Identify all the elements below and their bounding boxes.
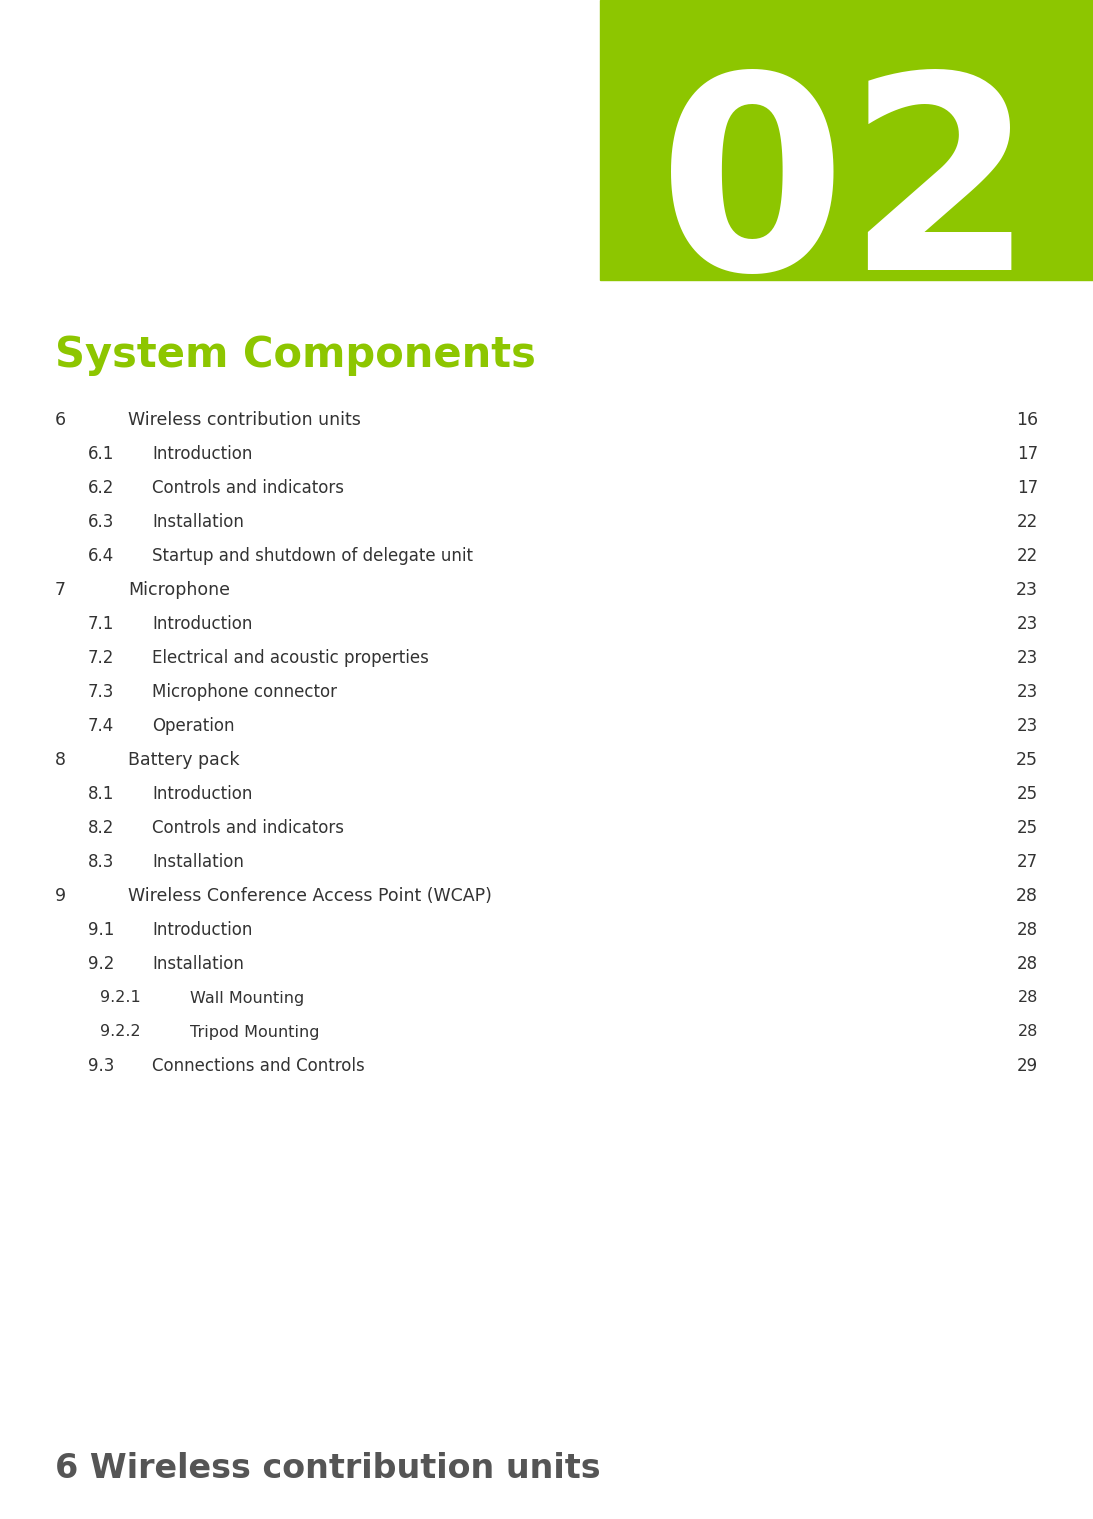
Text: 28: 28	[1018, 1024, 1038, 1039]
Text: Wireless Conference Access Point (WCAP): Wireless Conference Access Point (WCAP)	[128, 887, 492, 905]
Text: 7.4: 7.4	[89, 717, 115, 735]
Text: Installation: Installation	[152, 513, 244, 532]
Text: Introduction: Introduction	[152, 921, 252, 939]
Text: Introduction: Introduction	[152, 615, 252, 633]
Text: Installation: Installation	[152, 955, 244, 974]
Text: 02: 02	[658, 64, 1035, 327]
Text: 23: 23	[1016, 615, 1038, 633]
Text: 9.1: 9.1	[89, 921, 115, 939]
Text: 8: 8	[55, 750, 66, 769]
Text: 9.3: 9.3	[89, 1057, 115, 1075]
Text: 28: 28	[1018, 990, 1038, 1006]
Text: 22: 22	[1016, 513, 1038, 532]
Text: 25: 25	[1016, 819, 1038, 837]
Text: System Components: System Components	[55, 334, 536, 377]
Text: Tripod Mounting: Tripod Mounting	[190, 1024, 319, 1039]
Text: 27: 27	[1016, 854, 1038, 870]
Text: 23: 23	[1016, 580, 1038, 598]
Text: Startup and shutdown of delegate unit: Startup and shutdown of delegate unit	[152, 547, 473, 565]
Text: Electrical and acoustic properties: Electrical and acoustic properties	[152, 649, 428, 667]
Text: Wireless contribution units: Wireless contribution units	[128, 412, 361, 428]
Text: Connections and Controls: Connections and Controls	[152, 1057, 365, 1075]
Text: 23: 23	[1016, 649, 1038, 667]
Text: Controls and indicators: Controls and indicators	[152, 478, 344, 497]
Text: 25: 25	[1016, 750, 1038, 769]
Text: Introduction: Introduction	[152, 445, 252, 463]
Text: 6.1: 6.1	[89, 445, 115, 463]
Text: 17: 17	[1016, 445, 1038, 463]
Text: 17: 17	[1016, 478, 1038, 497]
Text: 6.2: 6.2	[89, 478, 115, 497]
Text: 16: 16	[1015, 412, 1038, 428]
Text: 9.2.1: 9.2.1	[99, 990, 141, 1006]
Text: 6.3: 6.3	[89, 513, 115, 532]
Text: 9.2: 9.2	[89, 955, 115, 974]
Text: 9.2.2: 9.2.2	[99, 1024, 141, 1039]
Text: Operation: Operation	[152, 717, 235, 735]
Text: 23: 23	[1016, 684, 1038, 700]
Text: Microphone connector: Microphone connector	[152, 684, 337, 700]
Text: Battery pack: Battery pack	[128, 750, 239, 769]
Text: 6.4: 6.4	[89, 547, 115, 565]
Text: Wall Mounting: Wall Mounting	[190, 990, 304, 1006]
Text: Introduction: Introduction	[152, 785, 252, 804]
Bar	[600, 0, 1093, 279]
Text: 28: 28	[1016, 887, 1038, 905]
Text: 7.1: 7.1	[89, 615, 115, 633]
Text: 28: 28	[1016, 921, 1038, 939]
Text: 28: 28	[1016, 955, 1038, 974]
Text: 23: 23	[1016, 717, 1038, 735]
Text: Microphone: Microphone	[128, 580, 230, 598]
Text: 9: 9	[55, 887, 66, 905]
Text: 7: 7	[55, 580, 66, 598]
Text: 6: 6	[55, 412, 66, 428]
Text: 25: 25	[1016, 785, 1038, 804]
Text: 7.3: 7.3	[89, 684, 115, 700]
Text: 29: 29	[1016, 1057, 1038, 1075]
Text: 8.1: 8.1	[89, 785, 115, 804]
Text: 7.2: 7.2	[89, 649, 115, 667]
Text: 22: 22	[1016, 547, 1038, 565]
Text: Controls and indicators: Controls and indicators	[152, 819, 344, 837]
Text: Installation: Installation	[152, 854, 244, 870]
Text: 6 Wireless contribution units: 6 Wireless contribution units	[55, 1452, 601, 1484]
Text: 8.2: 8.2	[89, 819, 115, 837]
Text: 8.3: 8.3	[89, 854, 115, 870]
